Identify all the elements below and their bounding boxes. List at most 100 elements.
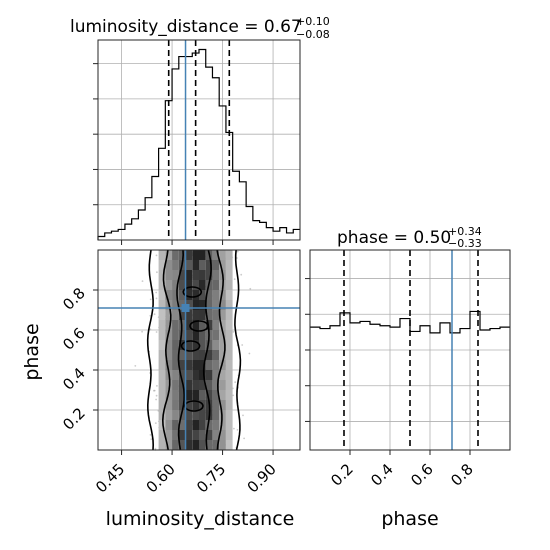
title-ld-minus: −0.08 xyxy=(296,28,330,41)
density-cell xyxy=(212,250,220,260)
density-cell xyxy=(158,330,166,340)
density-contour-outer-right xyxy=(234,249,242,451)
density-cell xyxy=(158,420,166,430)
title-luminosity-distance: luminosity_distance = 0.67 xyxy=(70,17,302,37)
density-cell xyxy=(212,360,220,370)
hist-phase-quantiles xyxy=(343,250,479,450)
density-cell xyxy=(212,310,220,320)
density-cell xyxy=(219,250,226,260)
density-cell xyxy=(225,420,233,430)
density-cell xyxy=(225,390,233,400)
density-cell xyxy=(158,360,166,370)
hist-ld-grid xyxy=(98,40,300,240)
density-cell xyxy=(178,270,186,280)
x-tick-label-phase-2: 0.6 xyxy=(407,460,437,490)
density-cell xyxy=(158,410,166,420)
density-point xyxy=(149,314,152,317)
density-cell xyxy=(172,410,179,420)
density-contour-island-1 xyxy=(180,340,201,352)
density-cell xyxy=(178,250,186,260)
density-cell xyxy=(185,430,193,440)
x-tick-label-ld-0: 0.45 xyxy=(92,460,128,496)
density-cell xyxy=(158,290,166,300)
hist-ld-quantiles xyxy=(167,40,231,240)
density-cell xyxy=(192,440,199,450)
density-cell xyxy=(225,360,233,370)
density-cell xyxy=(158,300,166,310)
density-cell xyxy=(225,380,233,390)
density-cell xyxy=(205,370,213,380)
density-cell xyxy=(158,350,166,360)
density-point xyxy=(242,414,244,417)
density-cell xyxy=(178,420,186,430)
x-tick-label-phase-3: 0.8 xyxy=(447,460,477,490)
density-cell xyxy=(172,280,179,290)
density-cell xyxy=(199,440,206,450)
density-cell xyxy=(225,410,233,420)
density-cell xyxy=(219,300,226,310)
density-cell xyxy=(172,420,179,430)
density-cell xyxy=(225,260,233,270)
density-cell xyxy=(199,270,206,280)
density-cell xyxy=(185,410,193,420)
density-point xyxy=(141,330,144,333)
y-axis-label-phase: phase xyxy=(21,323,43,380)
density-cell xyxy=(219,320,226,330)
density-cell xyxy=(165,260,172,270)
density-cell xyxy=(192,380,199,390)
density-cell xyxy=(185,370,193,380)
density-cell xyxy=(219,380,226,390)
density-cell xyxy=(165,250,172,260)
density-cell xyxy=(225,250,233,260)
density-point xyxy=(249,287,252,290)
density-cell xyxy=(212,370,220,380)
density-cell xyxy=(158,320,166,330)
density-cell xyxy=(192,350,199,360)
density-point xyxy=(149,298,152,301)
density-cell xyxy=(219,420,226,430)
density-cell xyxy=(219,370,226,380)
density-cell xyxy=(172,430,179,440)
density-point xyxy=(150,438,153,441)
density-cell xyxy=(165,400,172,410)
density-cell xyxy=(185,330,193,340)
density-cell xyxy=(178,380,186,390)
density-cell xyxy=(158,270,166,280)
density-cell xyxy=(225,320,233,330)
density-cell xyxy=(185,250,193,260)
x-tick-label-ld-3: 0.90 xyxy=(244,460,280,496)
density-cell xyxy=(165,440,172,450)
density-point xyxy=(240,273,243,276)
density-cell xyxy=(165,340,172,350)
density-cell xyxy=(225,310,233,320)
hist-phase-panel xyxy=(305,249,511,455)
density-contour-mid-left xyxy=(161,249,172,451)
density-cell xyxy=(192,360,199,370)
density-cell xyxy=(199,430,206,440)
density-cell xyxy=(212,270,220,280)
density-2d-panel xyxy=(93,249,301,455)
density-cell xyxy=(205,300,213,310)
density-cell xyxy=(212,350,220,360)
hist-phase-ticks xyxy=(305,278,471,455)
density-cell xyxy=(158,380,166,390)
density-cell xyxy=(165,360,172,370)
density-point xyxy=(155,254,158,257)
density-ticks xyxy=(93,289,274,455)
density-cell xyxy=(212,430,220,440)
density-cell xyxy=(212,280,220,290)
density-cell xyxy=(219,390,226,400)
density-cell xyxy=(225,350,233,360)
density-cell xyxy=(158,400,166,410)
density-cell xyxy=(199,300,206,310)
density-cell xyxy=(205,310,213,320)
density-cell xyxy=(192,310,199,320)
density-cell xyxy=(185,260,193,270)
density-cell xyxy=(178,410,186,420)
density-cell xyxy=(219,440,226,450)
density-cell xyxy=(192,250,199,260)
density-cell xyxy=(205,420,213,430)
density-cell xyxy=(225,280,233,290)
density-point xyxy=(149,328,152,331)
